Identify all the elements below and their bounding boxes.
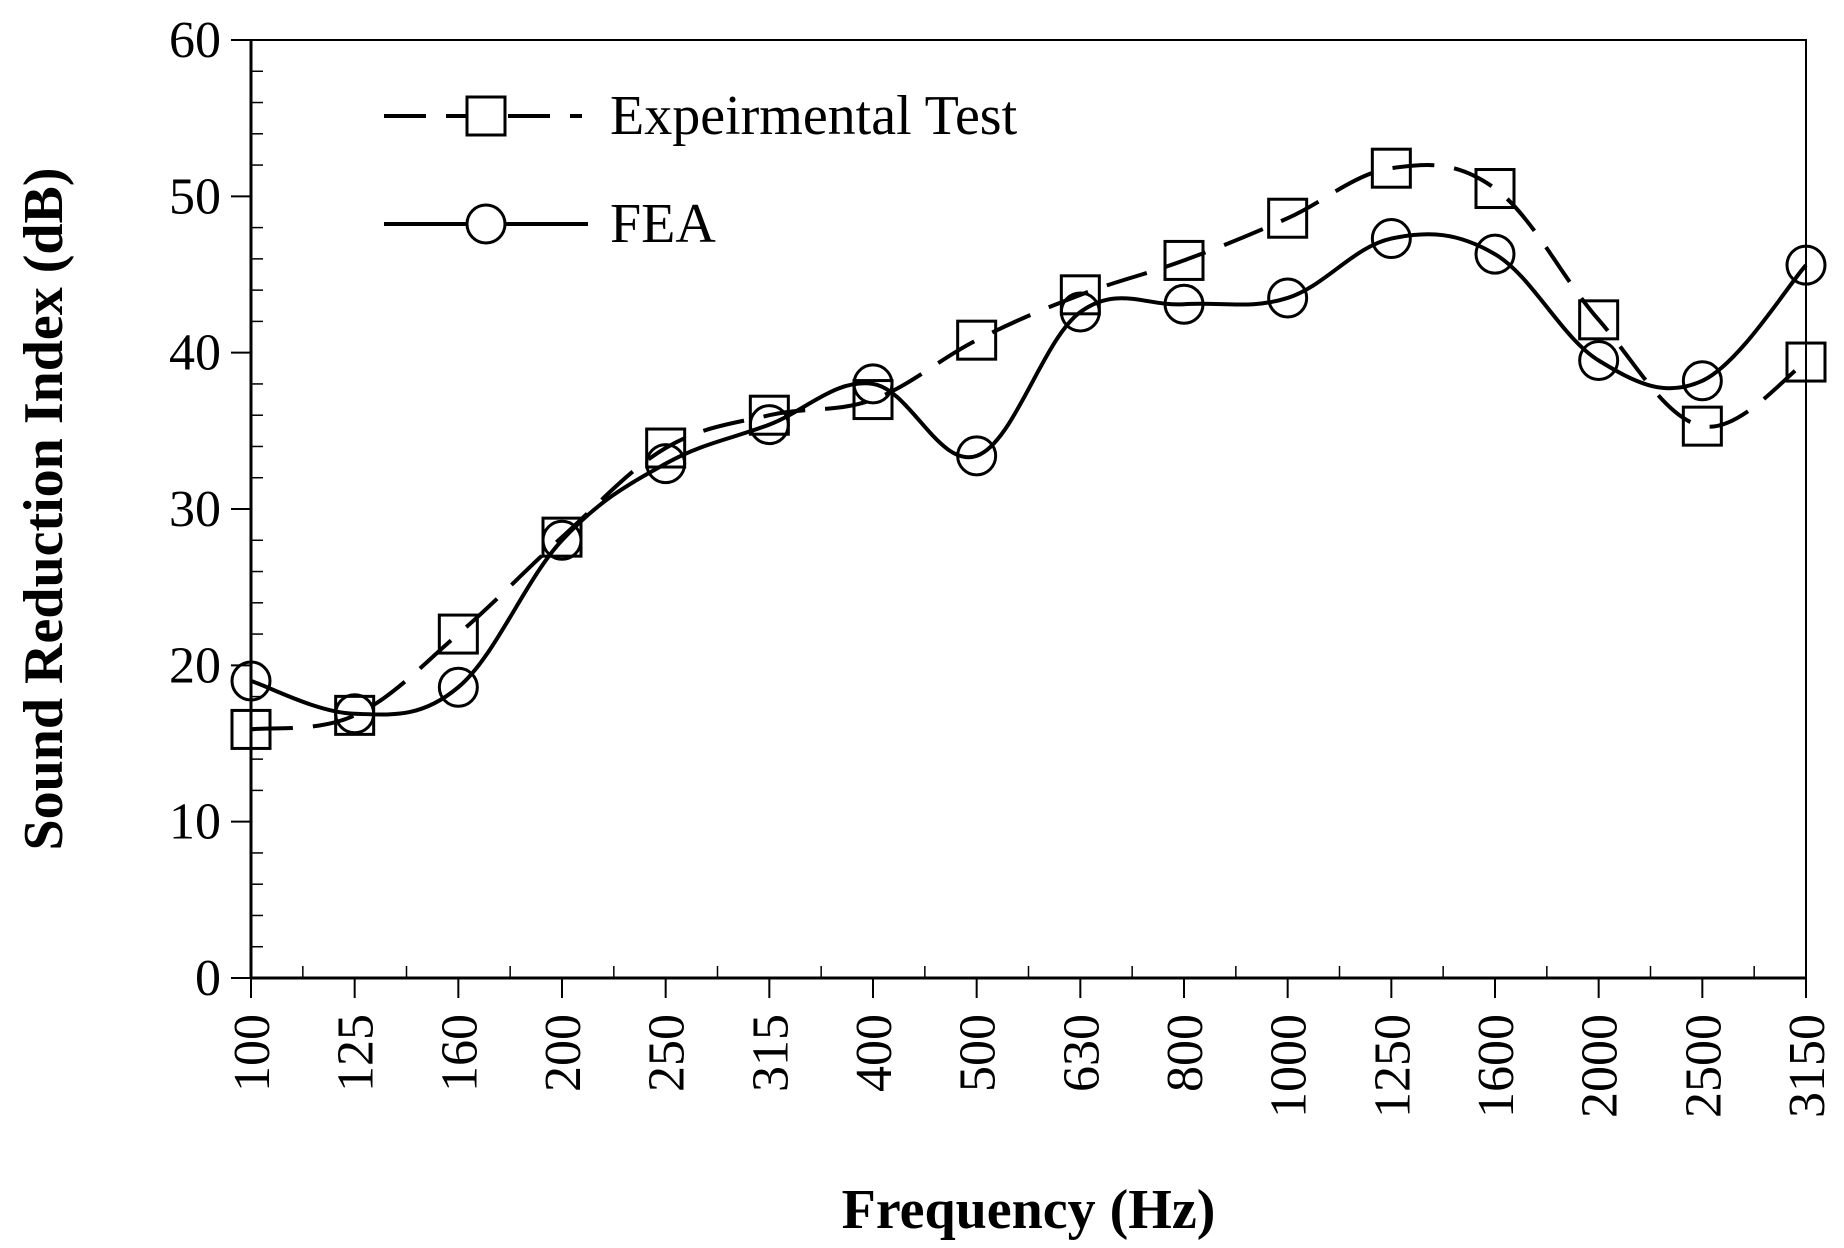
y-tick-label: 10 xyxy=(169,794,221,851)
fea-point-marker xyxy=(541,519,583,561)
legend-fea-circle-marker xyxy=(465,203,507,245)
x-tick-label: 500 xyxy=(950,1014,1007,1092)
x-tick-label: 400 xyxy=(846,1014,903,1092)
fea-point-marker xyxy=(956,435,998,477)
x-tick-label: 200 xyxy=(535,1014,592,1092)
x-tick-label: 2000 xyxy=(1572,1014,1629,1118)
y-axis-ticks: 0 10 20 30 40 50 60 xyxy=(169,12,263,1007)
y-tick-label: 0 xyxy=(195,950,221,1007)
experimental-point-marker xyxy=(1163,239,1205,281)
series-line-experimental xyxy=(250,163,1808,732)
x-tick-label: 250 xyxy=(639,1014,696,1092)
experimental-point-marker xyxy=(1370,147,1412,189)
x-axis-ticks: 100 125 160 200 250 315 400 500 630 800 1000 1250 16… xyxy=(224,966,1836,1118)
legend: Expeirmental Test FEA xyxy=(384,85,1018,255)
fea-point-marker xyxy=(1681,360,1723,402)
legend-experimental-square-marker xyxy=(465,95,507,137)
experimental-point-marker xyxy=(1578,299,1620,341)
x-tick-label: 125 xyxy=(328,1014,385,1092)
series-fea xyxy=(230,218,1827,735)
x-axis-title: Frequency (Hz) xyxy=(842,1179,1216,1241)
fea-point-marker xyxy=(437,666,479,708)
x-tick-label: 3150 xyxy=(1779,1014,1836,1118)
x-tick-label: 100 xyxy=(224,1014,281,1092)
y-tick-label: 30 xyxy=(169,481,221,538)
x-tick-label: 800 xyxy=(1157,1014,1214,1092)
y-tick-label: 60 xyxy=(169,12,221,69)
experimental-point-marker xyxy=(437,613,479,655)
series-layer xyxy=(230,147,1827,750)
fea-point-marker xyxy=(1370,218,1412,260)
experimental-point-marker xyxy=(230,708,272,750)
fea-point-marker xyxy=(1059,291,1101,333)
x-tick-label: 2500 xyxy=(1675,1014,1732,1118)
series-experimental xyxy=(230,147,1827,750)
fea-point-marker xyxy=(1474,233,1516,275)
y-axis-title: Sound Reduction Index (dB) xyxy=(13,167,75,850)
fea-point-marker xyxy=(645,443,687,485)
experimental-point-marker xyxy=(956,319,998,361)
plot-area-border xyxy=(250,39,1807,979)
y-tick-label: 40 xyxy=(169,325,221,382)
y-tick-label: 50 xyxy=(169,168,221,225)
fea-point-marker xyxy=(852,363,894,405)
experimental-point-marker xyxy=(1474,168,1516,210)
x-tick-label: 315 xyxy=(742,1014,799,1092)
fea-point-marker xyxy=(230,660,272,702)
fea-point-marker xyxy=(1578,339,1620,381)
experimental-point-marker xyxy=(1681,405,1723,447)
y-tick-label: 20 xyxy=(169,637,221,694)
x-tick-label: 630 xyxy=(1053,1014,1110,1092)
series-line-fea xyxy=(250,232,1808,717)
experimental-point-marker xyxy=(645,427,687,469)
legend-experimental-label: Expeirmental Test xyxy=(610,85,1018,147)
x-tick-label: 1600 xyxy=(1468,1014,1525,1118)
legend-fea-label: FEA xyxy=(610,193,716,255)
fea-point-marker xyxy=(334,693,376,735)
fea-point-marker xyxy=(1163,283,1205,325)
experimental-point-marker xyxy=(852,379,894,421)
x-tick-label: 160 xyxy=(431,1014,488,1092)
experimental-point-marker xyxy=(1267,197,1309,239)
fea-point-marker xyxy=(1785,244,1827,286)
plot-frame xyxy=(249,39,1807,980)
experimental-point-marker xyxy=(1785,341,1827,383)
x-tick-label: 1250 xyxy=(1364,1014,1421,1118)
x-tick-label: 1000 xyxy=(1261,1014,1318,1118)
fea-point-marker xyxy=(748,404,790,446)
fea-point-marker xyxy=(1267,277,1309,319)
